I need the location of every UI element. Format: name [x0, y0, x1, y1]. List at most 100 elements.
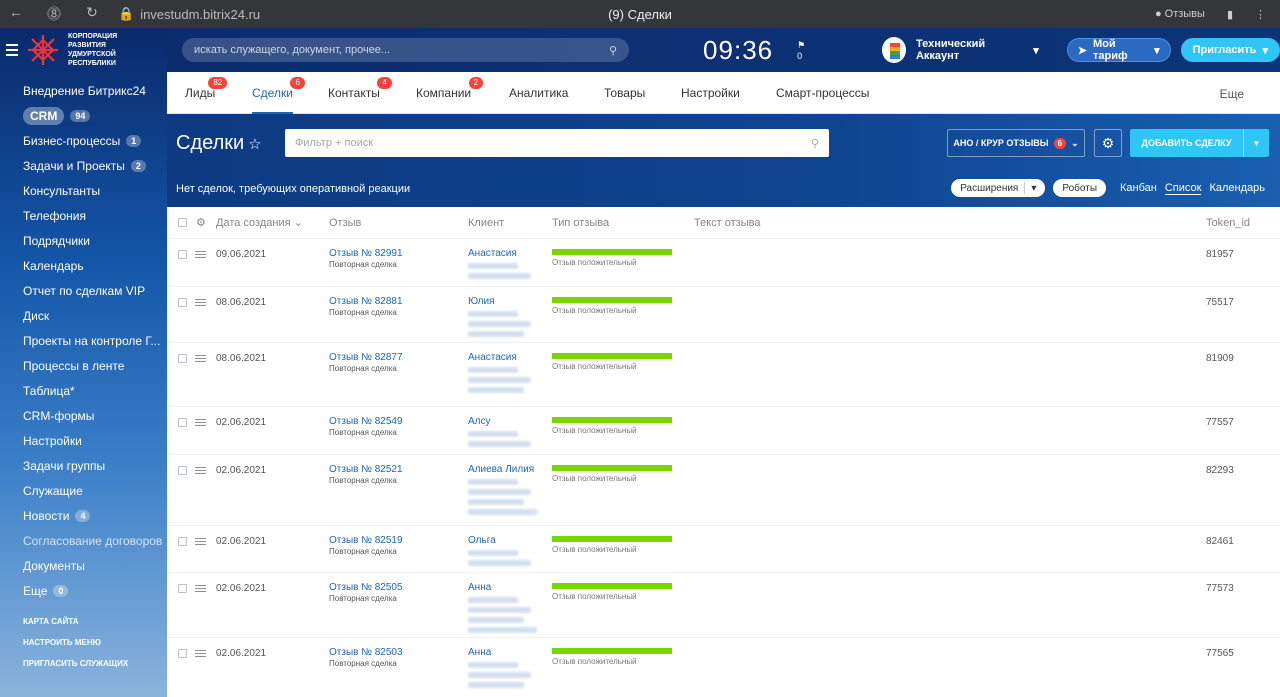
add-deal-button[interactable]: ДОБАВИТЬ СДЕЛКУ ▼ — [1130, 129, 1269, 157]
column-date[interactable]: Дата создания ⌄ — [216, 217, 303, 229]
pipeline-selector-button[interactable]: АНО / КРУР ОТЗЫВЫ 6 ⌄ — [947, 129, 1085, 157]
tab-item[interactable]: Смарт-процессы — [776, 72, 869, 114]
back-icon[interactable]: ← — [9, 4, 23, 20]
client-link[interactable]: Анна — [468, 647, 492, 658]
row-checkbox[interactable] — [178, 298, 187, 307]
column-client[interactable]: Клиент — [468, 216, 505, 229]
sidebar-item[interactable]: CRM-формы — [0, 403, 167, 428]
view-calendar[interactable]: Календарь — [1209, 182, 1265, 194]
row-checkbox[interactable] — [178, 537, 187, 546]
star-icon[interactable]: ☆ — [248, 136, 262, 153]
sidebar-item[interactable]: Диск — [0, 303, 167, 328]
extensions-button[interactable]: Расширения ▾ — [951, 179, 1046, 197]
deal-link[interactable]: Отзыв № 82991 — [329, 248, 403, 259]
table-row[interactable]: 08.06.2021 Отзыв № 82881 Повторная сделка Ю… — [167, 287, 1280, 343]
sidebar-item[interactable]: Отчет по сделкам VIP — [0, 278, 167, 303]
table-row[interactable]: 02.06.2021 Отзыв № 82549 Повторная сделка А… — [167, 407, 1280, 455]
client-link[interactable]: Анастасия — [468, 352, 517, 363]
row-menu-icon[interactable] — [195, 251, 206, 258]
address-bar[interactable]: 🔒 investudm.bitrix24.ru — [118, 6, 260, 22]
client-link[interactable]: Алиева Лилия — [468, 464, 535, 475]
menu-dots-icon[interactable]: ⋮ — [1255, 8, 1266, 21]
deal-link[interactable]: Отзыв № 82881 — [329, 296, 403, 307]
table-row[interactable]: 02.06.2021 Отзыв № 82519 Повторная сделка О… — [167, 526, 1280, 573]
row-menu-icon[interactable] — [195, 538, 206, 545]
sidebar-item[interactable]: CRM 94 — [0, 103, 167, 128]
row-checkbox[interactable] — [178, 466, 187, 475]
tab-item[interactable]: Лиды 82 — [185, 72, 228, 114]
tab-item[interactable]: Компании 2 — [416, 72, 484, 114]
extension-icon[interactable]: ⓼ — [47, 6, 61, 22]
sidebar-footer-link[interactable]: Карта сайта — [23, 617, 79, 626]
sidebar-item[interactable]: Служащие — [0, 478, 167, 503]
account-menu[interactable]: Технический Аккаунт ▾ — [881, 37, 1039, 63]
sidebar-item[interactable]: Календарь — [0, 253, 167, 278]
client-link[interactable]: Юлия — [468, 296, 495, 307]
sidebar-footer-link[interactable]: Пригласить служащих — [23, 659, 129, 668]
sidebar-item[interactable]: Новости 4 — [0, 503, 167, 528]
row-menu-icon[interactable] — [195, 355, 206, 362]
view-kanban[interactable]: Канбан — [1120, 182, 1157, 194]
row-menu-icon[interactable] — [195, 585, 206, 592]
menu-burger-icon[interactable] — [6, 44, 18, 56]
row-checkbox[interactable] — [178, 354, 187, 363]
deal-link[interactable]: Отзыв № 82505 — [329, 582, 403, 593]
filter-search-input[interactable]: Фильтр + поиск ⚲ — [285, 129, 829, 157]
sidebar-item[interactable]: Внедрение Битрикс24 — [0, 78, 167, 103]
tab-item[interactable]: Аналитика — [509, 72, 568, 114]
client-link[interactable]: Анастасия — [468, 248, 517, 259]
row-checkbox[interactable] — [178, 584, 187, 593]
table-row[interactable]: 02.06.2021 Отзыв № 82505 Повторная сделка А… — [167, 573, 1280, 638]
row-menu-icon[interactable] — [195, 650, 206, 657]
tab-item[interactable]: Товары — [604, 72, 645, 114]
sidebar-item[interactable]: Процессы в ленте — [0, 353, 167, 378]
deal-link[interactable]: Отзыв № 82877 — [329, 352, 403, 363]
bookmark-icon[interactable]: ▮ — [1226, 8, 1233, 21]
row-menu-icon[interactable] — [195, 419, 206, 426]
sidebar-item[interactable]: Задачи группы — [0, 453, 167, 478]
select-all-checkbox[interactable] — [178, 218, 187, 227]
sidebar-item[interactable]: Еще 0 — [0, 578, 167, 603]
deal-link[interactable]: Отзыв № 82549 — [329, 416, 403, 427]
sidebar-item[interactable]: Документы — [0, 553, 167, 578]
tab-item[interactable]: Настройки — [681, 72, 740, 114]
row-menu-icon[interactable] — [195, 299, 206, 306]
column-type[interactable]: Тип отзыва — [552, 216, 610, 229]
client-link[interactable]: Анна — [468, 582, 492, 593]
robots-button[interactable]: Роботы — [1053, 179, 1107, 197]
column-deal[interactable]: Отзыв — [329, 216, 362, 229]
sidebar-item[interactable]: Настройки — [0, 428, 167, 453]
view-list[interactable]: Список — [1164, 181, 1202, 195]
row-checkbox[interactable] — [178, 418, 187, 427]
sidebar-item[interactable]: Проекты на контроле Г... — [0, 328, 167, 353]
row-checkbox[interactable] — [178, 649, 187, 658]
sidebar-item[interactable]: Согласование договоров — [0, 528, 167, 553]
my-tariff-button[interactable]: ➤ Мой тариф ▾ — [1066, 38, 1171, 62]
client-link[interactable]: Ольга — [468, 535, 496, 546]
feedback-button[interactable]: ● Отзывы — [1154, 8, 1205, 20]
sidebar-item[interactable]: Подрядчики — [0, 228, 167, 253]
sidebar-footer-link[interactable]: Настроить меню — [23, 638, 101, 647]
flag-counter[interactable]: ⚑ 0 — [797, 39, 806, 61]
sidebar-item[interactable]: Бизнес-процессы 1 — [0, 128, 167, 153]
tab-item[interactable]: Сделки 6 — [252, 72, 305, 114]
add-deal-dropdown[interactable]: ▼ — [1243, 129, 1269, 157]
row-checkbox[interactable] — [178, 250, 187, 259]
tab-item[interactable]: Контакты 4 — [328, 72, 392, 114]
clock[interactable]: 09:36 — [703, 34, 774, 65]
table-row[interactable]: 08.06.2021 Отзыв № 82877 Повторная сделка А… — [167, 343, 1280, 407]
sidebar-item[interactable]: Таблица* — [0, 378, 167, 403]
tabs-more-button[interactable]: Еще — [1219, 87, 1244, 101]
table-row[interactable]: 02.06.2021 Отзыв № 82521 Повторная сделка А… — [167, 455, 1280, 526]
sidebar-item[interactable]: Консультанты — [0, 178, 167, 203]
row-menu-icon[interactable] — [195, 467, 206, 474]
deal-link[interactable]: Отзыв № 82503 — [329, 647, 403, 658]
table-row[interactable]: 09.06.2021 Отзыв № 82991 Повторная сделка А… — [167, 239, 1280, 287]
deal-link[interactable]: Отзыв № 82519 — [329, 535, 403, 546]
settings-gear-button[interactable]: ⚙ — [1094, 129, 1122, 157]
column-token[interactable]: Token_id — [1206, 216, 1251, 229]
global-search-input[interactable]: искать служащего, документ, прочее... ⚲ — [182, 38, 630, 62]
deal-link[interactable]: Отзыв № 82521 — [329, 464, 403, 475]
gear-icon[interactable]: ⚙ — [196, 217, 206, 229]
client-link[interactable]: Алсу — [468, 416, 491, 427]
